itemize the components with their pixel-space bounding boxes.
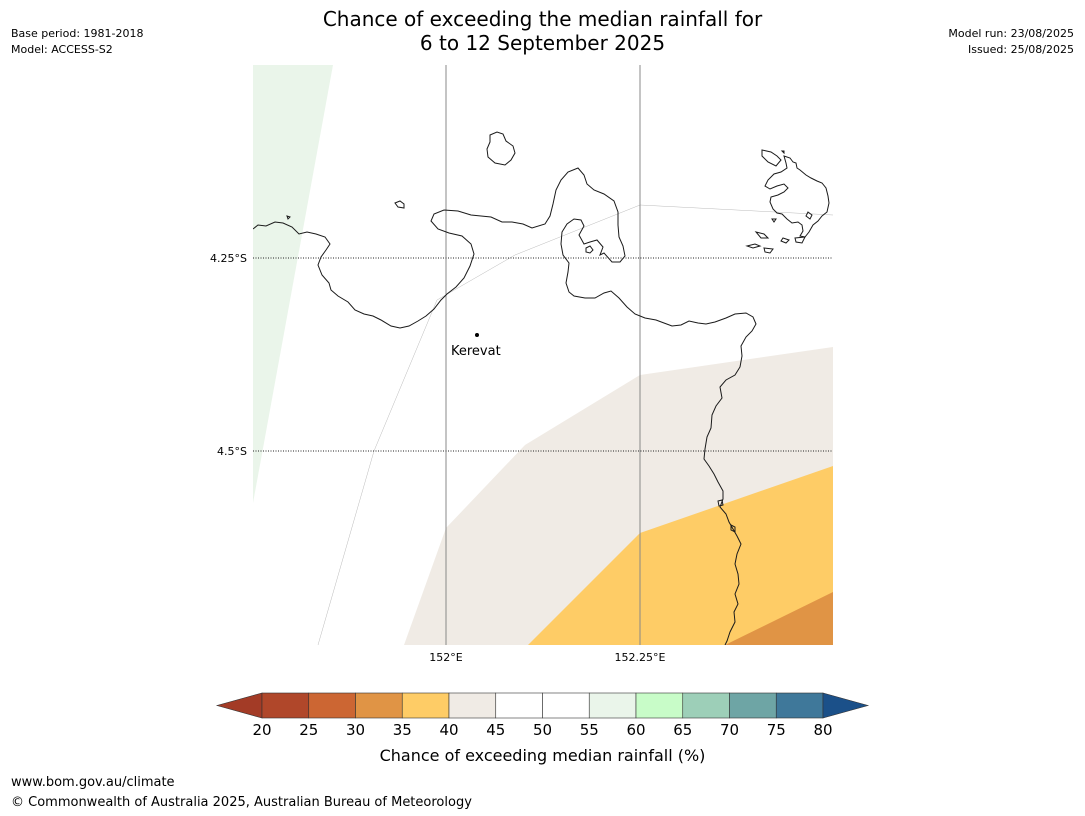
coast-duke-of-york [761,149,830,238]
colorbar-tick-label: 65 [673,721,692,739]
lat-label-4-25: 4.25°S [210,252,247,265]
colorbar-segment [448,692,497,719]
coast-north-island [486,131,516,166]
band-35-40 [528,466,833,645]
kerevat-label: Kerevat [451,344,501,359]
colorbar-tick-label: 55 [580,721,599,739]
issued-text: Issued: 25/08/2025 [967,43,1074,56]
footer-url: www.bom.gov.au/climate [11,775,175,790]
colorbar-tick-label: 25 [299,721,318,739]
metadata-right: Model run: 23/08/2025 Issued: 25/08/2025 [948,26,1074,58]
colorbar-ticks: 20 25 30 35 40 45 50 55 60 65 70 75 80 [252,721,832,739]
coast-main [253,167,757,645]
coast-islets-coast [717,499,736,533]
lat-label-4-5: 4.5°S [217,445,247,458]
colorbar-tick-label: 35 [393,721,412,739]
colorbar-label: Chance of exceeding median rainfall (%) [379,746,706,765]
colorbar-tick-label: 80 [813,721,832,739]
colorbar-extend-low [215,692,263,719]
colorbar-segment [401,692,450,719]
colorbar-segment [682,692,730,719]
map-title: Chance of exceeding the median rainfall … [0,7,1085,55]
kerevat-marker [475,333,479,337]
colorbar-tick-label: 45 [486,721,505,739]
colorbar-tick-label: 40 [439,721,458,739]
colorbar-tick-label: 75 [767,721,786,739]
colorbar-extend-high [822,692,870,719]
footer-copyright: © Commonwealth of Australia 2025, Austra… [11,795,472,810]
colorbar-segment [308,692,356,719]
colorbar-segment [775,692,824,719]
title-line-1: Chance of exceeding the median rainfall … [322,7,763,31]
coastline [253,131,830,645]
colorbar-tick-label: 30 [346,721,365,739]
model-text: Model: ACCESS-S2 [11,43,113,56]
coast-islets-east [286,150,813,254]
grid-cell-lines [317,204,833,645]
colorbar-tick-label: 60 [626,721,645,739]
graticule [253,65,833,645]
lon-label-152: 152°E [429,651,462,664]
colorbar-segment [495,692,543,719]
colorbar-segment [542,692,590,719]
colorbar-tick-label: 50 [533,721,552,739]
colorbar-segment [588,692,637,719]
colorbar-tick-label: 20 [252,721,271,739]
colorbar-segment [729,692,777,719]
map-area: Kerevat [253,65,833,645]
colorbar-segment [261,692,310,719]
coast-islet-inlet [585,245,594,254]
colorbar-tick-label: 70 [720,721,739,739]
coast-islet-west [394,200,405,209]
lon-label-152-25: 152.25°E [615,651,666,664]
colorbar-segment [355,692,403,719]
band-30-35 [725,592,833,645]
band-55-60 [253,65,333,503]
base-period-text: Base period: 1981-2018 [11,27,144,40]
title-line-2: 6 to 12 September 2025 [419,31,666,55]
model-run-text: Model run: 23/08/2025 [948,27,1074,40]
colorbar-segment [635,692,684,719]
colorbar [215,692,870,719]
metadata-left: Base period: 1981-2018 Model: ACCESS-S2 [11,26,143,58]
